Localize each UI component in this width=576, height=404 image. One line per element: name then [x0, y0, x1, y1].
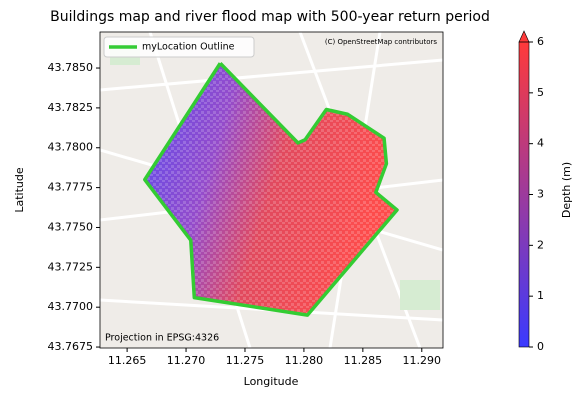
y-tick-label: 43.7675 [48, 340, 94, 353]
y-tick-label: 43.7825 [48, 101, 94, 114]
colorbar-label: Depth (m) [560, 162, 573, 218]
colorbar-tick-label: 2 [537, 238, 544, 251]
y-tick-label: 43.7800 [48, 141, 94, 154]
x-tick-label: 11.290 [403, 354, 442, 367]
x-axis-label: Longitude [244, 375, 299, 388]
colorbar-tick-label: 4 [537, 137, 544, 150]
x-tick-label: 11.285 [344, 354, 383, 367]
y-tick-label: 43.7700 [48, 300, 94, 313]
colorbar [519, 42, 529, 347]
colorbar-tick-label: 0 [537, 340, 544, 353]
y-tick-label: 43.7725 [48, 260, 94, 273]
x-tick-label: 11.275 [226, 354, 265, 367]
buildings [144, 63, 398, 316]
chart-title: Buildings map and river flood map with 5… [50, 9, 490, 25]
legend-box [103, 36, 255, 58]
colorbar-tick-label: 6 [537, 35, 544, 48]
outline [143, 62, 399, 317]
y-tick-label: 43.7750 [48, 220, 94, 233]
basemap [100, 32, 443, 348]
colorbar-tick-label: 5 [537, 86, 544, 99]
colorbar-extend [518, 30, 530, 43]
y-axis-label: Latitude [13, 167, 26, 213]
plot-frame [99, 31, 444, 349]
x-tick-label: 11.280 [285, 354, 324, 367]
x-tick-label: 11.270 [167, 354, 206, 367]
attribution: (C) OpenStreetMap contributors [325, 38, 437, 46]
colorbar-tick-label: 3 [537, 188, 544, 201]
legend-label: myLocation Outline [142, 42, 235, 53]
x-tick-label: 11.265 [108, 354, 147, 367]
projection-note: Projection in EPSG:4326 [105, 333, 219, 344]
colorbar-tick-label: 1 [537, 289, 544, 302]
y-tick-label: 43.7850 [48, 61, 94, 74]
y-tick-label: 43.7775 [48, 181, 94, 194]
